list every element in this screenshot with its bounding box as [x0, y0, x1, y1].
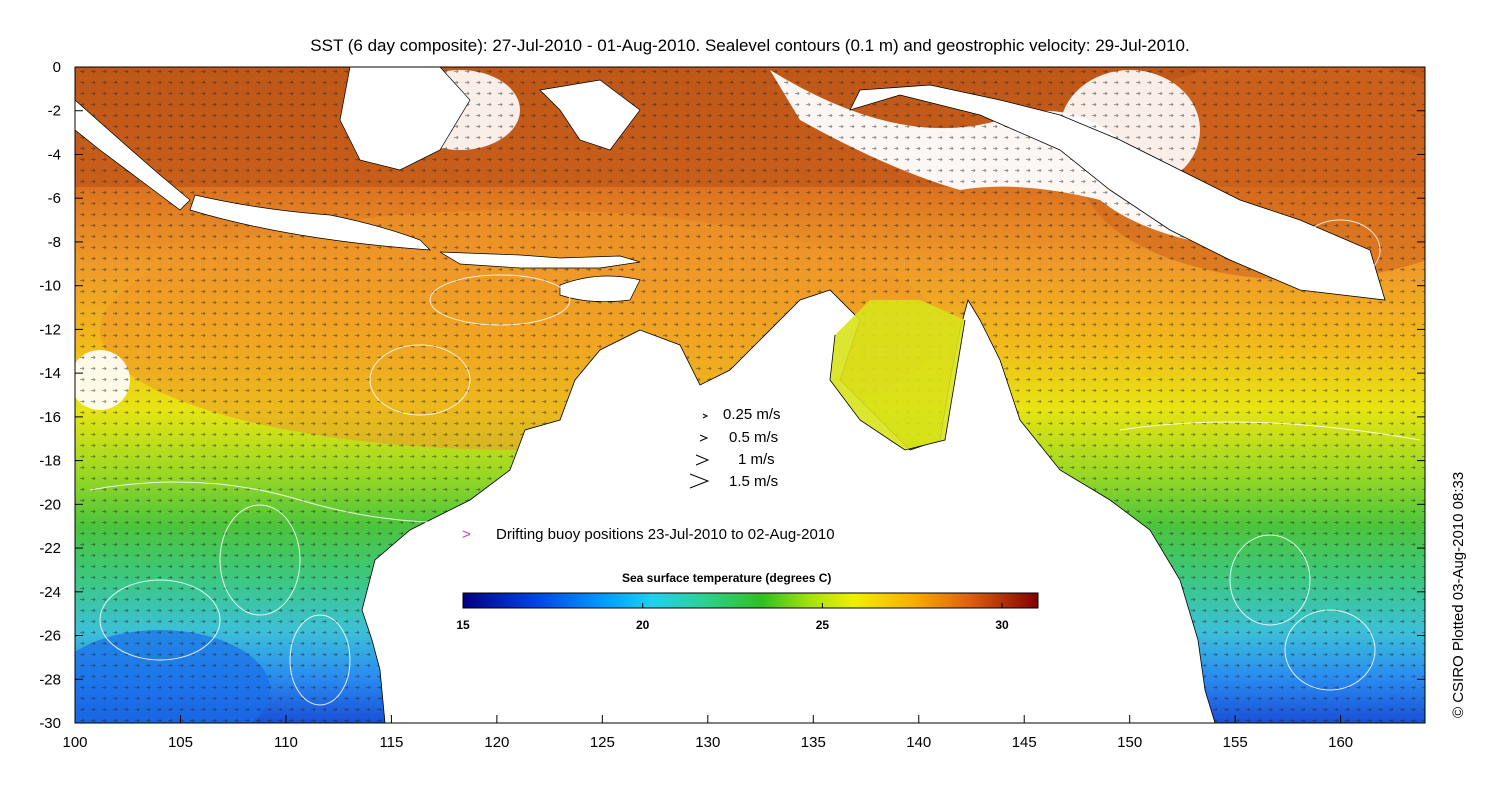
colorbar-tick-label: 30	[995, 618, 1009, 632]
y-axis: 0 -2 -4 -6 -8 -10 -12 -14 -16 -18 -20 -22 -24 -26 -28 -…	[39, 59, 1425, 732]
y-tick-label: -24	[39, 584, 61, 601]
y-tick-label: -18	[39, 453, 61, 470]
java-island	[189, 194, 431, 251]
buoy-legend-label: Drifting buoy positions 23-Jul-2010 to 0…	[496, 526, 835, 543]
plot-frame	[74, 66, 1426, 724]
lesser-sunda-islands	[439, 251, 641, 269]
timor-island	[559, 275, 641, 303]
borneo-island	[339, 67, 471, 171]
x-tick-label: 115	[379, 734, 403, 751]
velocity-legend-arrows	[689, 413, 710, 489]
y-tick-label: -26	[39, 628, 61, 645]
velocity-label-3: 1.5 m/s	[729, 473, 779, 490]
x-tick-label: 150	[1117, 734, 1142, 751]
velocity-label-0: 0.25 m/s	[723, 406, 781, 423]
arrow-0.25	[702, 413, 709, 419]
y-tick-label: -22	[39, 540, 61, 557]
y-tick-label: -4	[48, 146, 61, 163]
arrow-1	[695, 454, 710, 466]
sumatra-island	[75, 99, 191, 211]
map-title: SST (6 day composite): 27-Jul-2010 - 01-…	[310, 36, 1190, 55]
y-tick-label: -2	[48, 103, 61, 120]
y-tick-label: -16	[39, 409, 61, 426]
new-guinea-landmass	[849, 84, 1386, 301]
x-tick-label: 160	[1328, 734, 1353, 751]
sulawesi-island	[539, 79, 641, 151]
buoy-symbol: >	[462, 526, 471, 543]
colorbar-tick-label: 15	[456, 618, 470, 632]
y-tick-label: -10	[39, 278, 61, 295]
y-tick-label: -28	[39, 671, 61, 688]
x-tick-label: 140	[906, 734, 931, 751]
x-tick-label: 125	[590, 734, 615, 751]
x-tick-label: 105	[168, 734, 193, 751]
colorbar-ticks: 15 20 25 30	[456, 603, 1009, 632]
arrow-0.5	[699, 434, 709, 442]
x-tick-label: 145	[1012, 734, 1037, 751]
colorbar-tick-label: 25	[816, 618, 830, 632]
x-axis: 100 105 110 115 120 125 130 135 140 145 150 155 160	[62, 715, 1353, 751]
y-tick-label: -6	[48, 190, 61, 207]
x-tick-label: 155	[1223, 734, 1248, 751]
y-tick-label: -14	[39, 365, 61, 382]
colorbar-tick-label: 20	[636, 618, 650, 632]
x-tick-label: 135	[801, 734, 826, 751]
velocity-label-1: 0.5 m/s	[729, 429, 779, 446]
credit-text: © CSIRO Plotted 03-Aug-2010 08:33	[1450, 471, 1467, 718]
colorbar-title: Sea surface temperature (degrees C)	[622, 571, 832, 585]
y-tick-label: 0	[53, 59, 61, 76]
colorbar	[462, 592, 1039, 609]
y-tick-label: -12	[39, 321, 61, 338]
x-tick-label: 120	[484, 734, 509, 751]
x-tick-label: 100	[62, 734, 87, 751]
y-tick-label: -20	[39, 496, 61, 513]
sealevel-contours	[89, 219, 1421, 706]
x-tick-label: 110	[274, 734, 298, 751]
y-tick-label: -8	[48, 234, 61, 251]
x-tick-label: 130	[695, 734, 720, 751]
arrow-1.5	[689, 473, 710, 489]
velocity-label-2: 1 m/s	[738, 451, 775, 468]
y-tick-label: -30	[39, 715, 61, 732]
